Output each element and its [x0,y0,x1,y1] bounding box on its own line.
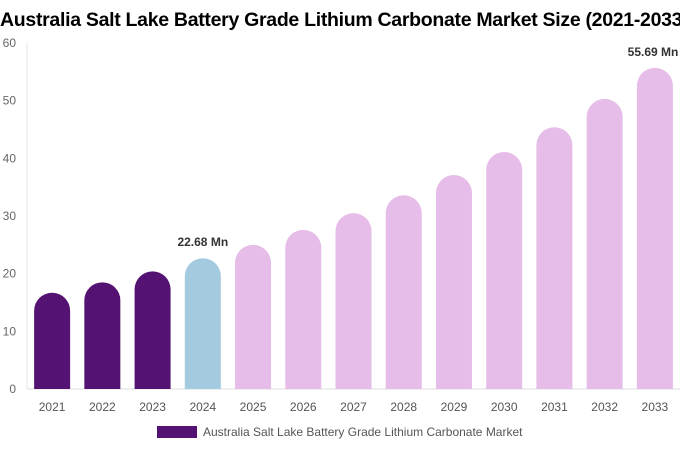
bar-2033 [636,67,673,389]
bar-2030 [486,151,523,389]
data-label: 55.69 Mn [628,45,679,59]
y-tick-label: 30 [3,209,17,223]
x-tick-label: 2024 [189,400,216,414]
x-tick-label: 2021 [39,400,66,414]
x-tick-label: 2033 [642,400,669,414]
bar-2026 [285,229,322,389]
y-tick-label: 40 [3,151,17,165]
x-tick-label: 2031 [541,400,568,414]
x-tick-label: 2030 [491,400,518,414]
legend-swatch [157,426,197,438]
x-tick-label: 2026 [290,400,317,414]
bar-2024 [184,258,221,389]
y-tick-label: 20 [3,267,17,281]
x-tick-label: 2022 [89,400,116,414]
bar-2025 [235,244,272,389]
legend[interactable]: Australia Salt Lake Battery Grade Lithiu… [157,425,523,439]
bar-2028 [385,195,422,389]
y-tick-label: 10 [3,324,17,338]
bar-2023 [134,271,171,389]
bar-2032 [586,98,623,389]
bar-2022 [84,282,121,389]
x-tick-label: 2028 [390,400,417,414]
bar-2029 [435,175,472,389]
data-label: 22.68 Mn [177,235,228,249]
x-tick-label: 2025 [240,400,267,414]
y-tick-label: 60 [3,36,17,50]
bar-2031 [536,127,573,390]
chart-title: Australia Salt Lake Battery Grade Lithiu… [0,9,680,31]
bar-2021 [34,292,71,389]
x-tick-label: 2023 [139,400,166,414]
legend-label: Australia Salt Lake Battery Grade Lithiu… [203,425,523,439]
x-tick-label: 2027 [340,400,367,414]
y-tick-label: 50 [3,94,17,108]
y-tick-label: 0 [9,382,16,396]
bar-2027 [335,213,372,389]
x-tick-label: 2032 [591,400,618,414]
x-tick-label: 2029 [441,400,468,414]
